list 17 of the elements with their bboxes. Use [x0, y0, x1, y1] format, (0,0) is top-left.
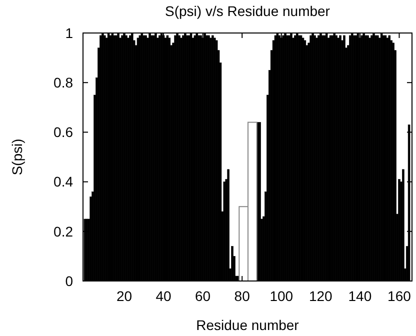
- y-tick-label: 1: [65, 24, 74, 41]
- y-tick-label: 0: [65, 272, 74, 289]
- x-tick-label: 140: [348, 288, 372, 304]
- x-tick-label: 100: [270, 288, 294, 304]
- x-tick-label: 20: [116, 288, 132, 304]
- x-axis-title: Residue number: [196, 317, 300, 333]
- x-tick-label: 60: [195, 288, 211, 304]
- y-tick-label: 0.2: [54, 223, 74, 240]
- y-tick-label: 0.8: [54, 74, 74, 90]
- x-tick-label: 80: [234, 288, 250, 304]
- y-axis-title: S(psi): [9, 138, 25, 176]
- x-tick-label: 120: [308, 288, 333, 304]
- y-tick-label: 0.6: [54, 124, 74, 140]
- x-tick-label: 40: [156, 288, 172, 304]
- chart-title: S(psi) v/s Residue number: [165, 3, 330, 19]
- x-tick-label: 160: [388, 288, 412, 304]
- y-tick-label: 0.4: [54, 174, 74, 190]
